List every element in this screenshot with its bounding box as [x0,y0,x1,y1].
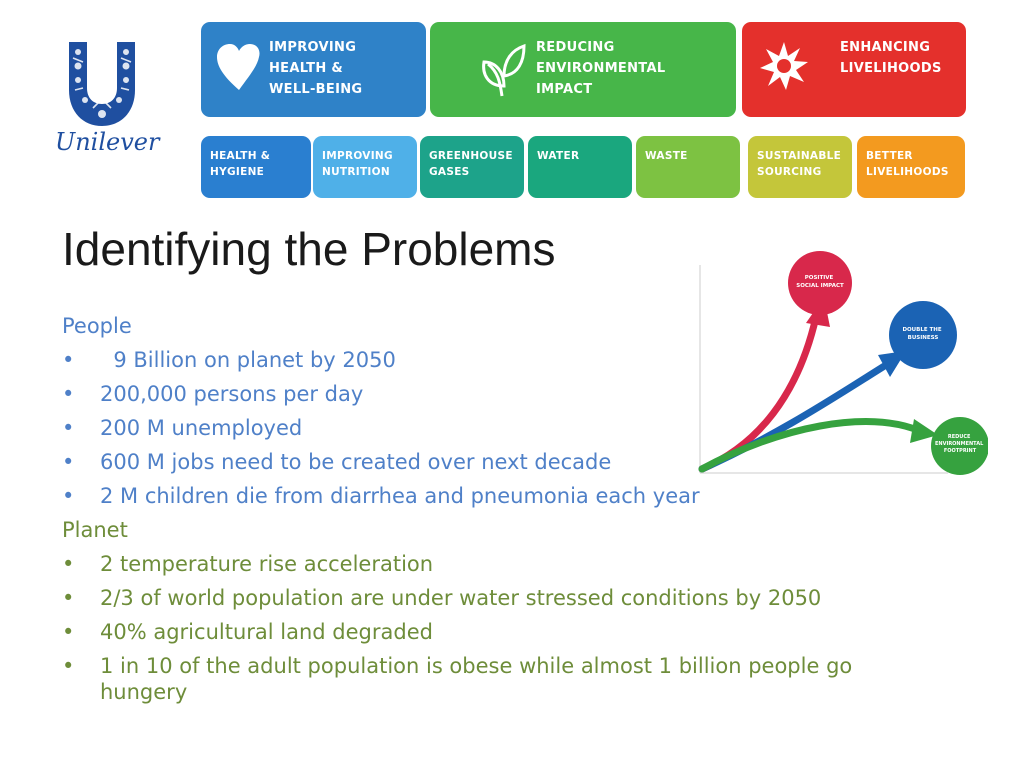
goal-social-impact-label: POSITIVE SOCIAL IMPACT [796,275,844,289]
pillar-livelihoods-label: ENHANCING LIVELIHOODS [840,40,942,76]
list-item: • 600 M jobs need to be created over next… [62,445,962,479]
bullet-icon: • [62,416,75,440]
environment-arrow [698,418,924,473]
commitment-label: IMPROVING NUTRITION [322,150,393,178]
list-item-text: 200,000 persons per day [100,382,364,406]
strategy-diagram: POSITIVE SOCIAL IMPACT DOUBLE THE BUSINE… [698,251,988,475]
commitment-waste: WASTE [636,136,740,198]
list-item-text: 200 M unemployed [100,416,303,440]
commitment-health-hygiene: HEALTH & HYGIENE [201,136,311,198]
slide-body: People • 9 Billion on planet by 2050 • 20… [62,309,962,709]
pillar-health-label: IMPROVING HEALTH & WELL-BEING [269,40,363,97]
commitment-nutrition: IMPROVING NUTRITION [313,136,417,198]
bullet-icon: • [62,620,75,644]
commitment-label: WASTE [645,150,688,162]
list-item-text: 2/3 of world population are under water … [100,586,822,610]
bullet-icon: • [62,552,75,576]
list-item: • 200,000 persons per day [62,377,962,411]
commitment-label: WATER [537,150,580,162]
list-item: • 2/3 of world population are under water… [62,581,962,615]
list-item-text: 40% agricultural land degraded [100,620,433,644]
pillar-livelihoods: ENHANCING LIVELIHOODS [742,22,966,117]
commitment-greenhouse-gases: GREENHOUSE GASES [420,136,524,198]
bullet-icon: • [62,484,75,508]
commitment-label: HEALTH & HYGIENE [210,150,271,178]
bullet-icon: • [62,450,75,474]
goal-label-line: ENVIRONMENTAL [935,441,984,447]
heart-icon [217,44,260,90]
commitment-label: GREENHOUSE GASES [429,150,513,178]
list-item: • 1 in 10 of the adult population is obes… [62,649,940,709]
unilever-logo: Unilever [55,38,160,158]
bullet-icon: • [62,654,75,678]
sunburst-icon [760,42,808,90]
slide-title: Identifying the Problems [62,223,556,275]
list-item-text: 2 temperature rise acceleration [100,552,434,576]
goal-label-line: DOUBLE THE [902,327,941,333]
list-item-text: 600 M jobs need to be created over next … [100,450,612,474]
goal-label-line: FOOTPRINT [944,448,977,454]
bullet-icon: • [62,382,75,406]
unilever-u-icon [69,42,135,126]
bullet-icon: • [62,586,75,610]
goal-label-line: BUSINESS [908,335,939,341]
goal-business-circle [889,301,957,369]
goal-social-impact-circle [788,251,852,315]
goal-business-label: DOUBLE THE BUSINESS [902,327,943,341]
goal-environment-circle [931,417,988,475]
list-item-text: 1 in 10 of the adult population is obese… [100,654,853,704]
list-item: • 2 M children die from diarrhea and pneu… [62,479,962,513]
list-item: • 200 M unemployed [62,411,962,445]
goal-label-line: REDUCE [948,434,971,440]
list-item-text: 9 Billion on planet by 2050 [100,348,396,372]
list-item: • 2 temperature rise acceleration [62,547,962,581]
commitment-water: WATER [528,136,632,198]
pillar-environment-label: REDUCING ENVIRONMENTAL IMPACT [536,40,666,97]
commitment-sustainable-sourcing: SUSTAINABLE SOURCING [748,136,852,198]
pillar-health: IMPROVING HEALTH & WELL-BEING [201,22,426,117]
unilever-wordmark: Unilever [55,128,160,156]
list-item: • 9 Billion on planet by 2050 [62,343,962,377]
commitment-label: SUSTAINABLE SOURCING [757,150,842,178]
people-heading: People [62,314,132,338]
bullet-icon: • [62,348,75,372]
environment-arrowhead [910,419,938,443]
leaf-icon [482,43,526,97]
goal-label-line: POSITIVE [805,275,834,281]
commitment-label: BETTER LIVELIHOODS [866,150,949,178]
list-item-text: 2 M children die from diarrhea and pneum… [100,484,700,508]
commitment-better-livelihoods: BETTER LIVELIHOODS [857,136,965,198]
goal-label-line: SOCIAL IMPACT [796,283,844,289]
planet-heading: Planet [62,518,128,542]
pillar-environment: REDUCING ENVIRONMENTAL IMPACT [430,22,736,117]
goal-environment-label: REDUCE ENVIRONMENTAL FOOTPRINT [935,434,985,454]
list-item: • 40% agricultural land degraded [62,615,962,649]
